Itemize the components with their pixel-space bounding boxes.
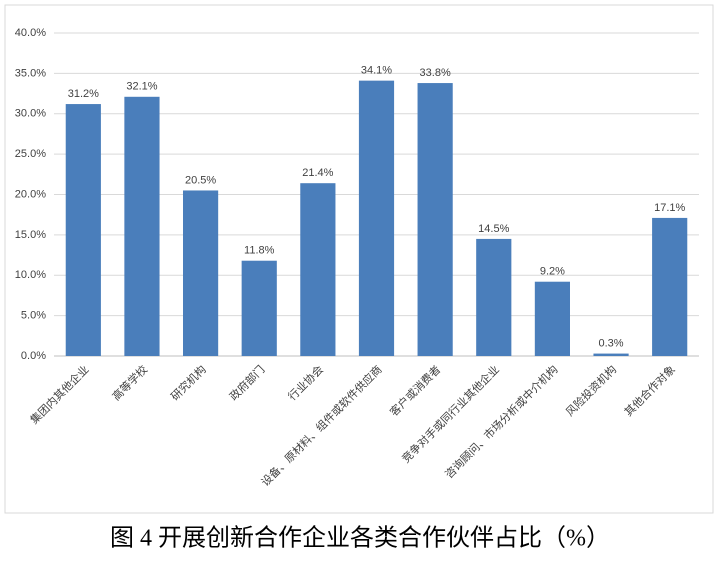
value-label: 20.5%: [185, 174, 216, 186]
bar: [476, 238, 512, 356]
bar: [241, 260, 277, 356]
bar: [183, 190, 219, 356]
y-tick-label: 10.0%: [15, 269, 46, 281]
y-tick-label: 40.0%: [15, 27, 46, 39]
value-label: 9.2%: [540, 266, 565, 278]
bar: [124, 96, 160, 356]
value-label: 0.3%: [599, 337, 624, 349]
bar: [534, 281, 570, 356]
y-tick-label: 25.0%: [15, 148, 46, 160]
value-label: 14.5%: [478, 223, 509, 235]
value-label: 31.2%: [68, 88, 99, 100]
y-tick-label: 5.0%: [21, 310, 46, 322]
y-tick-label: 20.0%: [15, 188, 46, 200]
value-label: 33.8%: [420, 67, 451, 79]
value-label: 21.4%: [302, 167, 333, 179]
y-tick-label: 0.0%: [21, 350, 46, 362]
chart-title: 图 4 开展创新合作企业各类合作伙伴占比（%）: [110, 525, 610, 552]
bar: [65, 104, 101, 356]
value-label: 17.1%: [654, 202, 685, 214]
value-label: 34.1%: [361, 65, 392, 77]
value-label: 32.1%: [126, 81, 157, 93]
bar: [417, 83, 453, 356]
y-tick-label: 35.0%: [15, 67, 46, 79]
bar: [300, 183, 336, 356]
value-label: 11.8%: [244, 245, 275, 257]
y-tick-label: 30.0%: [15, 108, 46, 120]
y-tick-label: 15.0%: [15, 229, 46, 241]
bar: [593, 353, 629, 356]
bar: [358, 80, 395, 356]
bar: [652, 217, 688, 356]
